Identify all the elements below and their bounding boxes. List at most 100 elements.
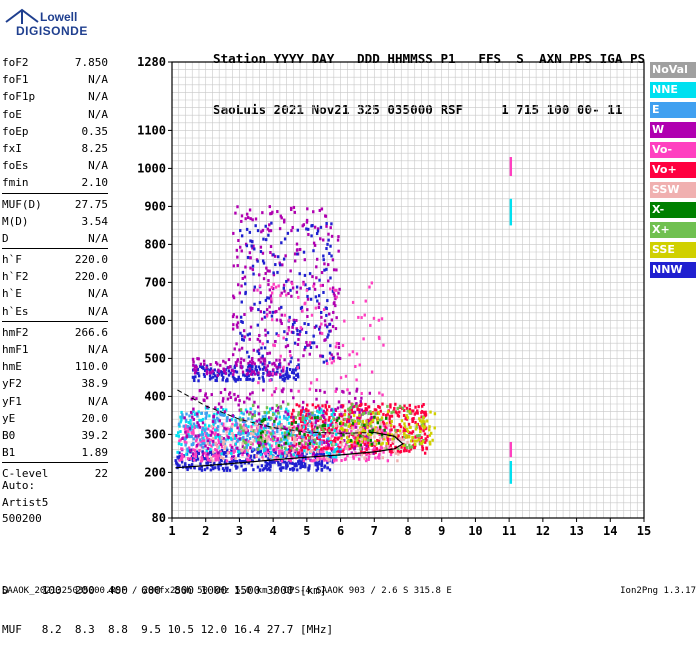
echo-point (433, 426, 436, 430)
echo-point (283, 289, 286, 293)
echo-point (315, 433, 319, 437)
echo-point (214, 420, 217, 424)
legend-item-noval: NoVal (650, 62, 696, 78)
echo-point (380, 317, 384, 321)
echo-point (394, 428, 397, 432)
echo-point (346, 432, 350, 436)
echo-point (245, 428, 248, 432)
echo-point (367, 447, 370, 451)
param-value: 220.0 (74, 270, 108, 284)
legend-item-w: W (650, 122, 696, 138)
echo-point (227, 373, 231, 377)
echo-point (239, 432, 242, 436)
echo-point (319, 331, 322, 335)
echo-point (266, 422, 270, 426)
echo-point (346, 436, 349, 440)
echo-point (246, 443, 250, 447)
echo-point (260, 346, 263, 350)
echo-point (250, 428, 253, 432)
echo-point (355, 439, 359, 443)
echo-point (320, 452, 323, 456)
echo-point (307, 322, 310, 326)
echo-point (418, 433, 421, 437)
echo-point (406, 429, 410, 433)
echo-point (292, 435, 296, 439)
echo-point (266, 340, 269, 344)
echo-point (322, 455, 326, 459)
echo-point (213, 419, 216, 423)
echo-point (204, 457, 207, 461)
echo-point (242, 412, 245, 416)
echo-point (293, 320, 296, 324)
echo-point (231, 327, 235, 331)
param-name: h`Es (2, 304, 29, 318)
echo-point (386, 441, 390, 445)
echo-point (287, 432, 291, 436)
echo-point (258, 376, 261, 380)
echo-point (328, 468, 332, 472)
echo-point (368, 419, 372, 423)
echo-point (286, 344, 290, 348)
echo-point (328, 312, 331, 316)
echo-point (328, 446, 332, 450)
echo-point (199, 443, 202, 447)
echo-point (351, 410, 355, 414)
echo-point (250, 358, 254, 362)
echo-point (366, 432, 370, 436)
echo-point (320, 315, 323, 319)
echo-point (382, 412, 385, 416)
echo-point (319, 284, 323, 288)
echo-point (421, 419, 424, 423)
param-row: C-level 22 (2, 465, 108, 482)
echo-point (203, 442, 206, 446)
echo-point (365, 444, 368, 448)
echo-point (259, 421, 263, 425)
echo-point (373, 408, 377, 412)
echo-point (269, 416, 273, 420)
echo-point (341, 404, 345, 408)
echo-point (261, 211, 264, 215)
echo-point (305, 340, 308, 344)
echo-point (302, 410, 306, 414)
echo-point (345, 428, 348, 432)
echo-point (202, 438, 206, 442)
echo-point (270, 300, 273, 304)
echo-point (232, 450, 235, 454)
legend-item-x-: X- (650, 202, 696, 218)
echo-point (291, 437, 294, 441)
echo-point (212, 439, 215, 443)
echo-point (207, 433, 210, 437)
echo-point (282, 374, 285, 378)
param-row: MUF(D) 27.75 (2, 196, 108, 213)
echo-point (338, 446, 341, 450)
x-tick-label: 5 (303, 524, 310, 538)
echo-point (370, 424, 373, 428)
echo-point (204, 406, 208, 410)
echo-point (201, 429, 204, 433)
echo-point (311, 444, 314, 448)
echo-point (322, 450, 325, 454)
echo-point (305, 407, 308, 411)
echo-point (212, 423, 215, 427)
echo-point (405, 449, 408, 453)
echo-point (275, 445, 278, 449)
echo-point (271, 362, 274, 366)
echo-point (278, 363, 281, 367)
echo-point (217, 402, 221, 406)
echo-point (408, 407, 412, 411)
echo-point (360, 439, 364, 443)
echo-point (228, 392, 231, 396)
echo-point (332, 292, 336, 296)
echo-point (336, 416, 339, 420)
echo-point (239, 364, 243, 368)
echo-point (180, 418, 183, 422)
echo-point (266, 464, 269, 468)
echo-point (210, 452, 214, 456)
echo-point (288, 461, 291, 465)
echo-point (184, 443, 187, 447)
echo-point (319, 455, 322, 459)
echo-point (333, 457, 336, 461)
param-row: foF1 N/A (2, 71, 108, 88)
echo-point (239, 229, 242, 233)
echo-point (301, 408, 304, 412)
